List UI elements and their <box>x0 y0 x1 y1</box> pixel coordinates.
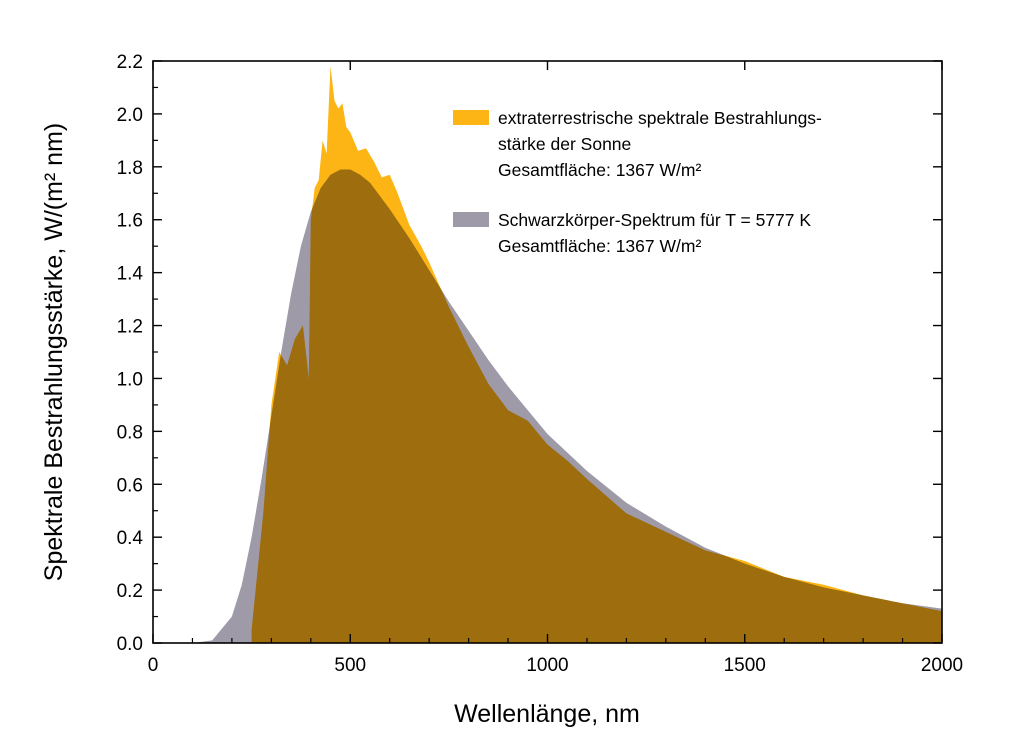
legend-swatch-blackbody <box>453 212 489 227</box>
legend-entry-text: Gesamtfläche: 1367 W/m² <box>498 236 701 256</box>
y-tick-label: 1.6 <box>117 211 143 232</box>
x-tick-label: 0 <box>148 655 159 676</box>
y-tick-label: 0.0 <box>117 634 143 655</box>
legend-entry-text: Schwarzkörper-Spektrum für T = 5777 K <box>498 210 811 230</box>
y-tick-label: 2.0 <box>117 105 143 126</box>
y-tick-label: 2.2 <box>117 52 143 73</box>
y-tick-label: 0.8 <box>117 422 143 443</box>
x-tick-label: 500 <box>334 655 366 676</box>
y-tick-label: 0.4 <box>117 528 144 549</box>
x-axis-title: Wellenlänge, nm <box>454 700 640 728</box>
y-tick-label: 1.2 <box>117 317 143 338</box>
legend-entry-text: Gesamtfläche: 1367 W/m² <box>498 160 701 180</box>
legend-swatch-solar <box>453 110 489 125</box>
x-tick-label: 1500 <box>724 655 766 676</box>
y-tick-label: 1.8 <box>117 158 143 179</box>
solar-spectrum-area <box>251 66 942 643</box>
x-tick-label: 2000 <box>921 655 963 676</box>
x-tick-label: 1000 <box>526 655 568 676</box>
legend-entry-text: extraterrestrische spektrale Bestrahlung… <box>498 108 822 128</box>
y-tick-label: 0.6 <box>117 475 143 496</box>
y-tick-label: 1.4 <box>117 264 144 285</box>
y-tick-label: 1.0 <box>117 369 143 390</box>
y-tick-label: 0.2 <box>117 581 143 602</box>
legend-entry-text: stärke der Sonne <box>498 134 631 154</box>
y-axis-title: Spektrale Bestrahlungsstärke, W/(m² nm) <box>40 123 68 581</box>
